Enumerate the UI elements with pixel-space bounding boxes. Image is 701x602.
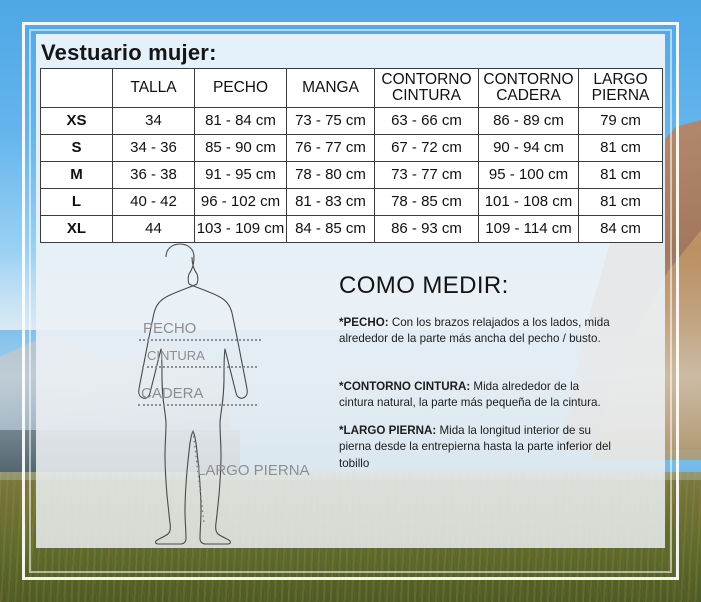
table-header-blank [40,68,113,108]
table-header-contorno-cintura: CONTORNO CINTURA [374,68,479,108]
how-to-measure-item-largo-pierna: *LARGO PIERNA: Mida la longitud interior… [339,423,611,472]
measure-text: Mida alrededor de la cintura natural, la… [339,380,601,410]
cell-pierna: 79 cm [578,107,663,135]
header-line2: CADERA [496,87,561,104]
header-line1: CONTORNO [381,70,472,88]
table-header-talla: TALLA [112,68,195,108]
header-line1: CONTORNO [483,70,574,88]
cell-size: L [40,188,113,216]
cell-pierna: 81 cm [578,161,663,189]
size-table-wrapper: TALLA PECHO MANGA CONTORNO CINTURA CONTO… [40,68,663,243]
page-title: Vestuario mujer: [41,40,217,65]
diagram-label-cadera: CADERA [141,385,204,402]
cell-pierna: 81 cm [578,134,663,162]
diagram-dotted-line-cintura [142,366,257,368]
size-table: TALLA PECHO MANGA CONTORNO CINTURA CONTO… [40,68,663,243]
cell-talla: 44 [112,215,195,243]
table-row: XL 44 103 - 109 cm 84 - 85 cm 86 - 93 cm… [40,215,663,243]
table-row: M 36 - 38 91 - 95 cm 78 - 80 cm 73 - 77 … [40,161,663,189]
diagram-label-pecho: PECHO [143,320,197,337]
cell-pecho: 103 - 109 cm [194,215,287,243]
cell-cintura: 86 - 93 cm [374,215,479,243]
cell-cadera: 101 - 108 cm [478,188,579,216]
cell-manga: 84 - 85 cm [286,215,375,243]
cell-cadera: 95 - 100 cm [478,161,579,189]
cell-talla: 34 [112,107,195,135]
cell-cintura: 63 - 66 cm [374,107,479,135]
cell-size: M [40,161,113,189]
cell-pierna: 84 cm [578,215,663,243]
cell-cintura: 78 - 85 cm [374,188,479,216]
table-row: XS 34 81 - 84 cm 73 - 75 cm 63 - 66 cm 8… [40,107,663,135]
frame-inner-border [29,29,672,573]
cell-cadera: 109 - 114 cm [478,215,579,243]
measure-text: Mida la longitud interior de su pierna d… [339,424,611,470]
cell-size: XL [40,215,113,243]
cell-pecho: 81 - 84 cm [194,107,287,135]
diagram-dotted-line-pecho [139,339,261,341]
cell-cintura: 73 - 77 cm [374,161,479,189]
diagram-label-largo-pierna: LARGO PIERNA [197,462,310,479]
measure-term: *CONTORNO CINTURA: [339,380,471,393]
table-header-pecho: PECHO [194,68,287,108]
cell-manga: 78 - 80 cm [286,161,375,189]
how-to-measure-title: COMO MEDIR: [339,272,509,299]
diagram-label-cintura: CINTURA [147,348,205,363]
how-to-measure-item-contorno-cintura: *CONTORNO CINTURA: Mida alrededor de la … [339,379,611,412]
cell-size: XS [40,107,113,135]
cell-cadera: 86 - 89 cm [478,107,579,135]
header-line2: CINTURA [392,87,461,104]
diagram-dotted-line-cadera [138,404,257,406]
header-line1: MANGA [302,78,359,96]
table-header-row: TALLA PECHO MANGA CONTORNO CINTURA CONTO… [40,68,663,108]
table-header-manga: MANGA [286,68,375,108]
cell-cadera: 90 - 94 cm [478,134,579,162]
header-line1: TALLA [130,78,177,96]
cell-cintura: 67 - 72 cm [374,134,479,162]
cell-pecho: 85 - 90 cm [194,134,287,162]
how-to-measure-item-pecho: *PECHO: Con los brazos relajados a los l… [339,315,611,348]
cell-pecho: 91 - 95 cm [194,161,287,189]
body-silhouette-icon [96,243,331,548]
measure-term: *PECHO: [339,316,389,329]
measure-text: Con los brazos relajados a los lados, mi… [339,316,610,346]
table-row: S 34 - 36 85 - 90 cm 76 - 77 cm 67 - 72 … [40,134,663,162]
cell-pierna: 81 cm [578,188,663,216]
measure-term: *LARGO PIERNA: [339,424,437,437]
header-line1: PECHO [212,78,269,96]
frame-outer-border [22,22,679,580]
header-line1: LARGO [593,70,648,88]
cell-size: S [40,134,113,162]
cell-talla: 40 - 42 [112,188,195,216]
table-header-largo-pierna: LARGO PIERNA [578,68,663,108]
cell-talla: 34 - 36 [112,134,195,162]
cell-manga: 81 - 83 cm [286,188,375,216]
table-header-contorno-cadera: CONTORNO CADERA [478,68,579,108]
cell-manga: 76 - 77 cm [286,134,375,162]
header-line2: PIERNA [591,87,650,104]
cell-pecho: 96 - 102 cm [194,188,287,216]
table-row: L 40 - 42 96 - 102 cm 81 - 83 cm 78 - 85… [40,188,663,216]
cell-manga: 73 - 75 cm [286,107,375,135]
cell-talla: 36 - 38 [112,161,195,189]
